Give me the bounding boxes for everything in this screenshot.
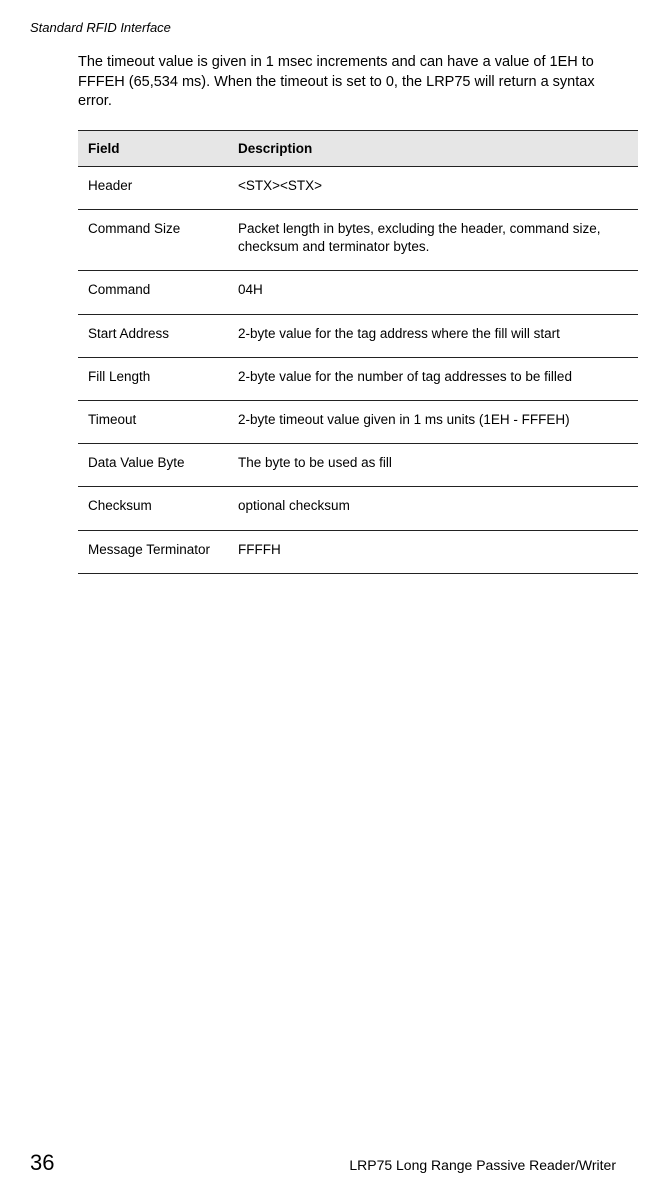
cell-description: 2-byte timeout value given in 1 ms units… [228,401,638,444]
table-row: Header <STX><STX> [78,166,638,209]
cell-field: Command [78,271,228,314]
cell-field: Checksum [78,487,228,530]
table-row: Start Address 2-byte value for the tag a… [78,314,638,357]
table-row: Timeout 2-byte timeout value given in 1 … [78,401,638,444]
cell-description: 2-byte value for the number of tag addre… [228,357,638,400]
cell-field: Message Terminator [78,530,228,573]
table-row: Fill Length 2-byte value for the number … [78,357,638,400]
cell-description: Packet length in bytes, excluding the he… [228,209,638,270]
cell-description: 2-byte value for the tag address where t… [228,314,638,357]
footer-title: LRP75 Long Range Passive Reader/Writer [349,1157,616,1173]
cell-field: Start Address [78,314,228,357]
running-head: Standard RFID Interface [30,20,616,35]
cell-field: Command Size [78,209,228,270]
table-row: Message Terminator FFFFH [78,530,638,573]
th-description: Description [228,130,638,166]
cell-description: optional checksum [228,487,638,530]
fields-table: Field Description Header <STX><STX> Comm… [78,130,638,574]
cell-description: 04H [228,271,638,314]
th-field: Field [78,130,228,166]
cell-field: Timeout [78,401,228,444]
cell-field: Fill Length [78,357,228,400]
table-row: Checksum optional checksum [78,487,638,530]
table-row: Command 04H [78,271,638,314]
cell-field: Header [78,166,228,209]
table-header-row: Field Description [78,130,638,166]
page: Standard RFID Interface The timeout valu… [0,0,656,1200]
cell-field: Data Value Byte [78,444,228,487]
intro-paragraph: The timeout value is given in 1 msec inc… [78,53,616,112]
table-row: Data Value Byte The byte to be used as f… [78,444,638,487]
cell-description: <STX><STX> [228,166,638,209]
cell-description: The byte to be used as fill [228,444,638,487]
table-row: Command Size Packet length in bytes, exc… [78,209,638,270]
cell-description: FFFFH [228,530,638,573]
page-number: 36 [30,1150,54,1176]
page-footer: 36 LRP75 Long Range Passive Reader/Write… [30,1150,616,1176]
